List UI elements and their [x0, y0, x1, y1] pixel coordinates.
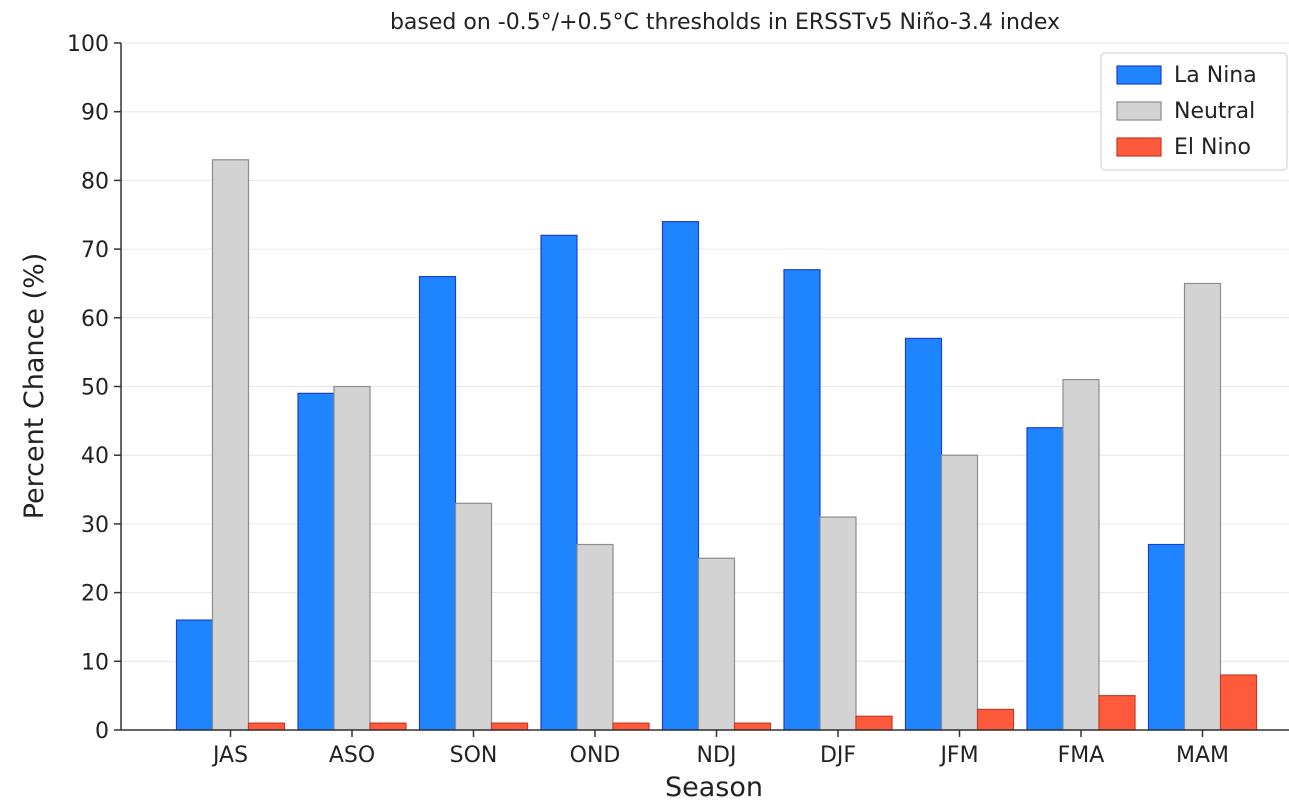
- y-tick-label: 0: [95, 719, 109, 744]
- y-tick-label: 20: [81, 582, 109, 607]
- y-tick-label: 50: [81, 376, 109, 401]
- x-tick-label: FMA: [1058, 743, 1105, 768]
- legend-swatch: [1116, 101, 1162, 121]
- bar-neutral-jfm: [940, 454, 979, 731]
- bar-neutral-ond: [576, 543, 614, 731]
- legend-label: El Nino: [1174, 135, 1251, 160]
- bar-el-nino-mam: [1219, 674, 1258, 731]
- bar-neutral-aso: [333, 385, 371, 731]
- x-axis-label: Season: [665, 772, 763, 803]
- bar-la-nina-aso: [297, 392, 335, 731]
- x-tick-label: DJF: [820, 743, 856, 768]
- y-tick-label: 30: [81, 513, 109, 538]
- bar-neutral-fma: [1062, 379, 1100, 731]
- bar-la-nina-jfm: [904, 337, 943, 731]
- bar-el-nino-ndj: [733, 722, 772, 731]
- y-tick-label: 60: [81, 307, 109, 332]
- chart-title: based on -0.5°/+0.5°C thresholds in ERSS…: [390, 10, 1060, 35]
- x-tick-label: JAS: [211, 743, 248, 768]
- x-tick-label: SON: [450, 743, 498, 768]
- legend-swatch: [1116, 65, 1162, 85]
- bar-neutral-jas: [211, 159, 250, 731]
- x-tick-label: JFM: [938, 743, 978, 768]
- legend-label: Neutral: [1174, 99, 1255, 124]
- y-axis-label: Percent Chance (%): [19, 253, 50, 520]
- bar-neutral-djf: [819, 516, 857, 731]
- bar-el-nino-fma: [1098, 695, 1136, 731]
- legend: La Nina Neutral El Nino: [1100, 52, 1288, 171]
- legend-label: La Nina: [1174, 63, 1257, 88]
- bars: [175, 159, 1258, 731]
- x-ticks: JAS ASO SON OND NDJ DJF JFM FMA MAM: [211, 730, 1229, 768]
- bar-neutral-ndj: [697, 557, 736, 731]
- bar-la-nina-mam: [1147, 543, 1186, 731]
- legend-swatch: [1116, 137, 1162, 157]
- bar-el-nino-ond: [612, 722, 650, 731]
- x-tick-label: ASO: [329, 743, 375, 768]
- y-tick-label: 90: [81, 101, 109, 126]
- bar-neutral-son: [454, 502, 493, 731]
- x-tick-label: MAM: [1176, 743, 1229, 768]
- y-tick-label: 70: [81, 238, 109, 263]
- bar-el-nino-jfm: [976, 708, 1015, 731]
- bar-el-nino-son: [490, 722, 529, 731]
- bar-el-nino-aso: [369, 722, 407, 731]
- bar-la-nina-son: [418, 275, 457, 731]
- y-tick-label: 80: [81, 169, 109, 194]
- x-tick-label: OND: [570, 743, 621, 768]
- bar-la-nina-djf: [783, 269, 821, 731]
- y-tick-label: 10: [81, 650, 109, 675]
- bar-el-nino-djf: [855, 715, 893, 731]
- y-tick-label: 100: [67, 32, 109, 57]
- bar-la-nina-fma: [1026, 427, 1064, 731]
- bar-la-nina-jas: [175, 619, 214, 731]
- y-tick-label: 40: [81, 444, 109, 469]
- y-ticks: 0 10 20 30 40 50 60 70 80 90 100: [67, 32, 121, 744]
- x-tick-label: NDJ: [697, 743, 737, 768]
- bar-la-nina-ond: [540, 234, 578, 731]
- bar-el-nino-jas: [247, 722, 286, 731]
- bar-la-nina-ndj: [661, 221, 700, 731]
- bar-neutral-mam: [1183, 282, 1222, 731]
